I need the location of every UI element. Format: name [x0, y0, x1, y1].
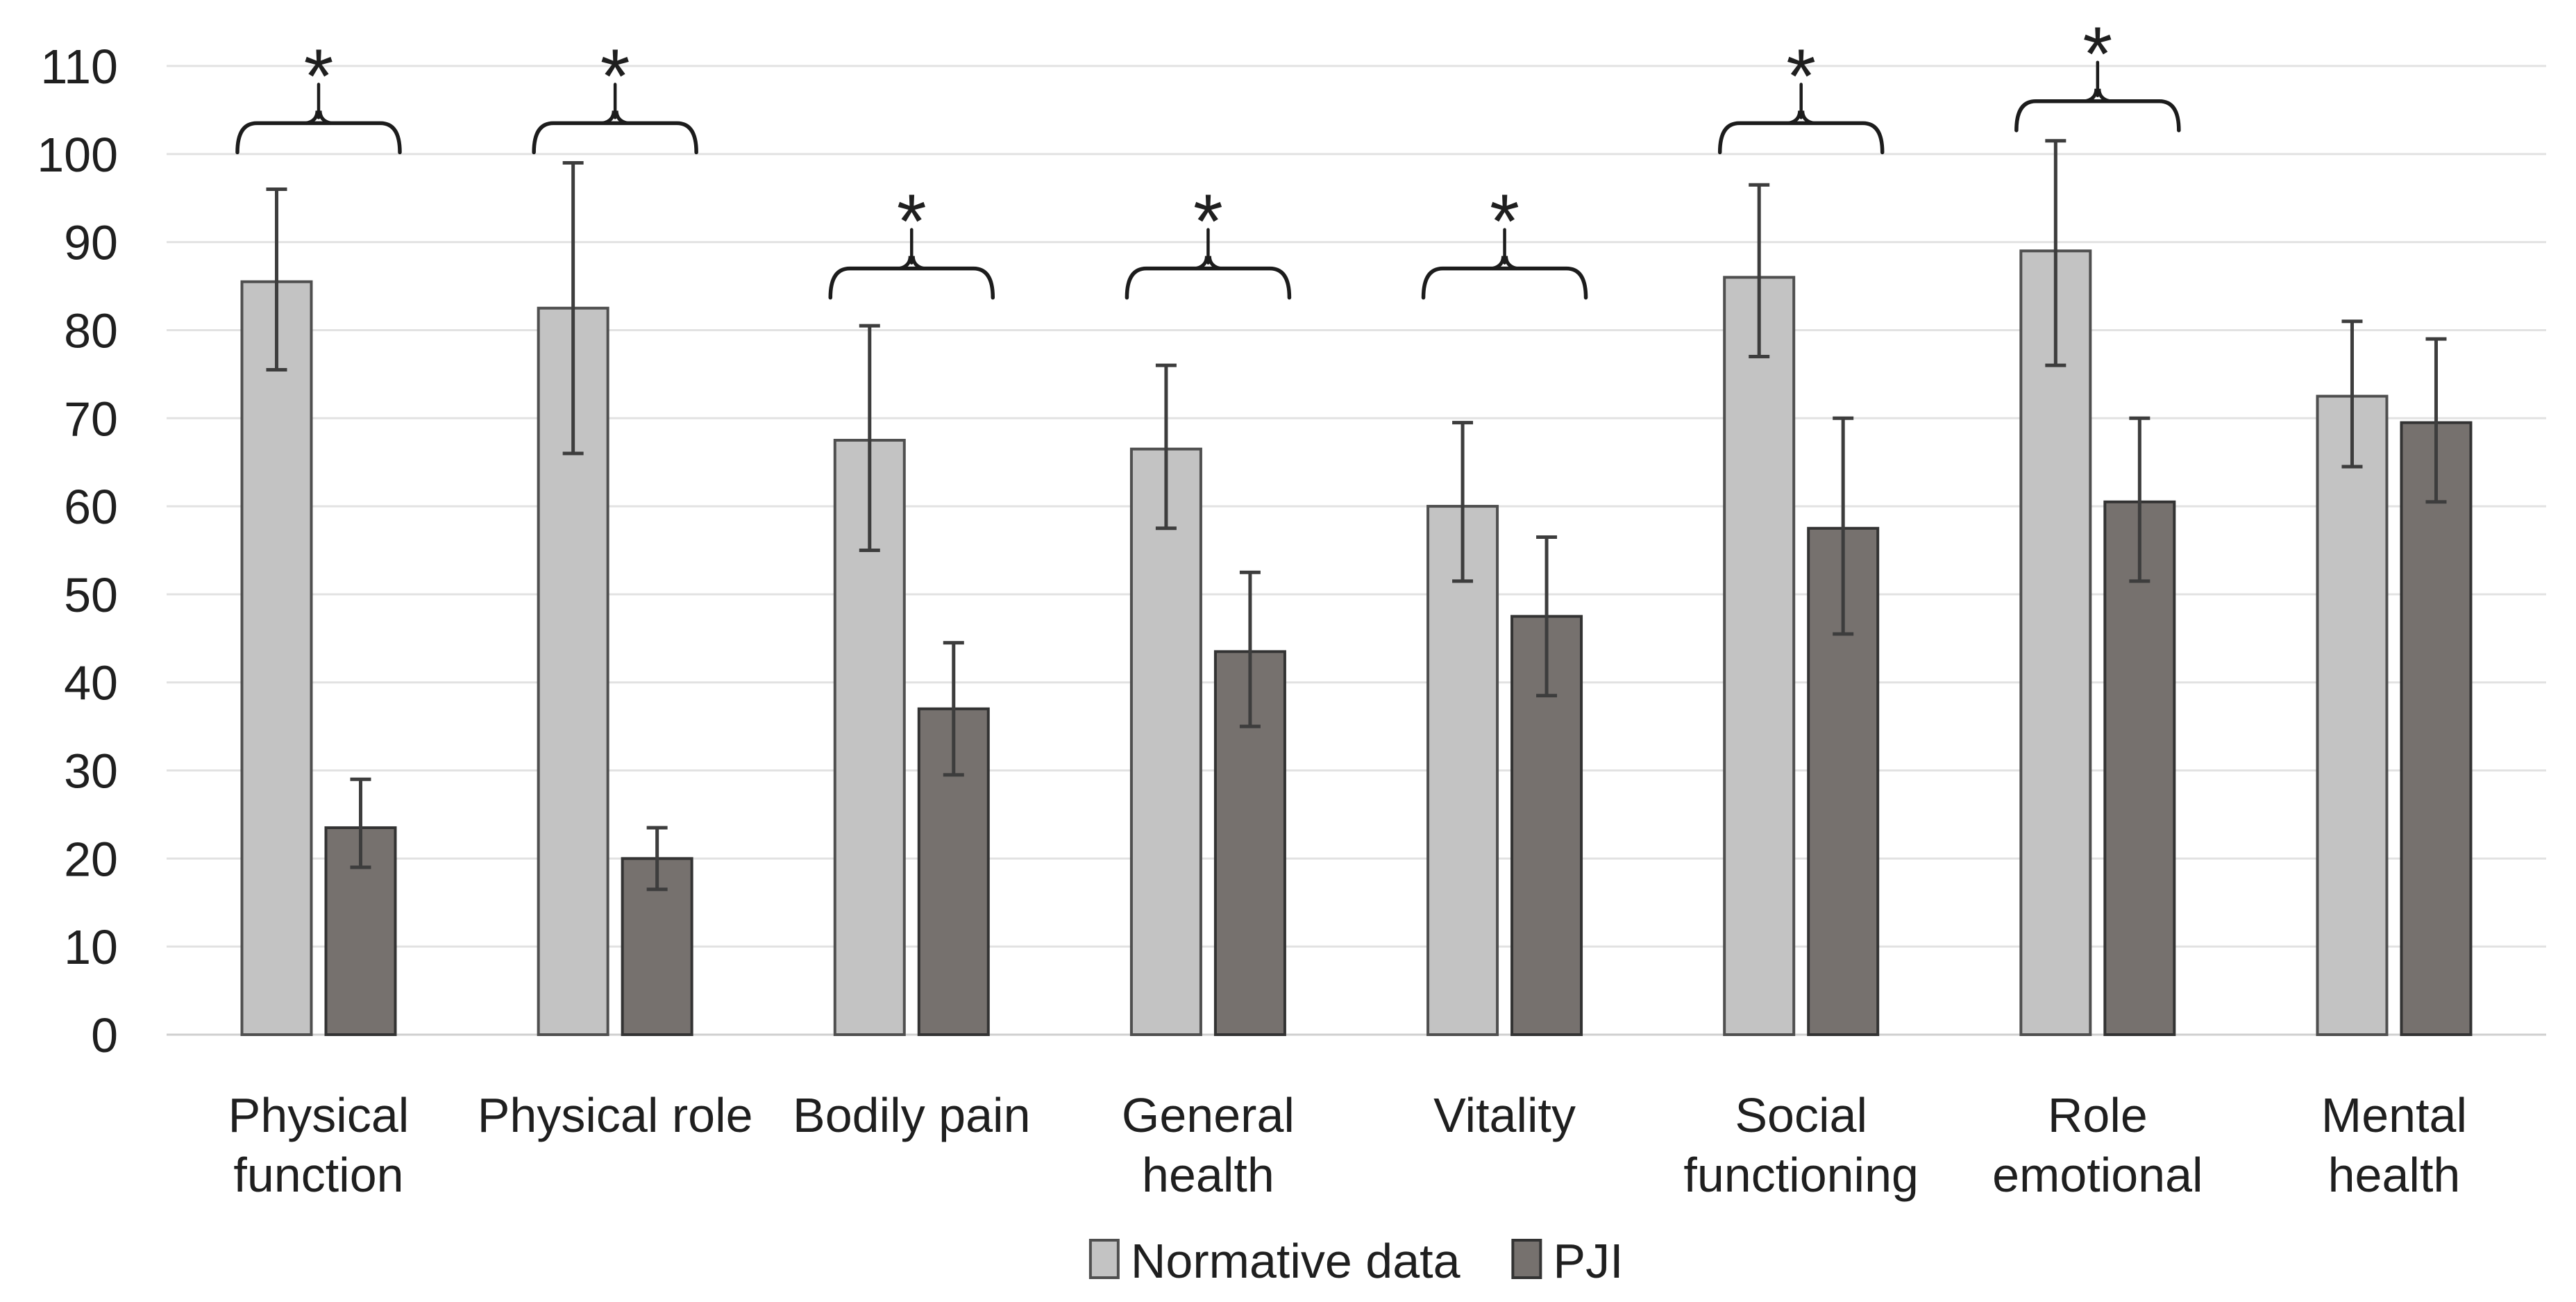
category-label: Physical role	[478, 1088, 753, 1142]
bar-pji	[2103, 500, 2176, 1036]
bar-normative	[1426, 505, 1499, 1036]
bar-normative	[1129, 447, 1202, 1036]
sig-brace	[532, 121, 698, 155]
category-label: Mental	[2321, 1088, 2467, 1142]
category-label: Role	[2048, 1088, 2148, 1142]
bar-normative	[240, 280, 313, 1036]
y-tick-label: 90	[64, 216, 118, 270]
sig-asterisk: *	[2082, 12, 2112, 97]
category-label: General	[1122, 1088, 1295, 1142]
legend-swatch-normative	[1088, 1239, 1120, 1279]
y-tick-label: 50	[64, 568, 118, 622]
sig-brace	[2014, 99, 2181, 133]
category-label: Social	[1735, 1088, 1867, 1142]
sig-brace	[828, 266, 995, 300]
sig-brace	[1421, 266, 1588, 300]
sig-asterisk: *	[1786, 33, 1816, 119]
legend-label-pji: PJI	[1553, 1234, 1623, 1288]
y-tick-label: 110	[40, 40, 118, 94]
bar-normative	[2019, 249, 2092, 1036]
y-tick-label: 70	[64, 392, 118, 446]
sig-asterisk: *	[1490, 179, 1519, 265]
category-label: emotional	[1992, 1148, 2203, 1202]
sig-brace	[235, 121, 402, 155]
category-label: health	[2328, 1148, 2461, 1202]
category-label: Vitality	[1433, 1088, 1576, 1142]
bar-normative	[2316, 394, 2389, 1036]
y-tick-label: 40	[64, 656, 118, 710]
y-tick-label: 20	[64, 832, 118, 886]
y-tick-label: 30	[64, 744, 118, 799]
category-label: function	[233, 1148, 403, 1202]
sig-asterisk: *	[600, 33, 630, 119]
category-label: Bodily pain	[793, 1088, 1030, 1142]
legend-swatch-pji	[1511, 1239, 1542, 1279]
y-tick-label: 100	[37, 128, 118, 182]
category-label: functioning	[1683, 1148, 1919, 1202]
sig-asterisk: *	[1193, 179, 1223, 265]
sig-asterisk: *	[897, 179, 927, 265]
bar-pji	[621, 857, 693, 1037]
bar-normative	[1723, 276, 1796, 1036]
y-tick-label: 10	[64, 920, 118, 974]
y-tick-label: 80	[64, 303, 118, 358]
category-label: health	[1142, 1148, 1274, 1202]
sig-brace	[1717, 121, 1885, 155]
legend-label-normative: Normative data	[1131, 1234, 1460, 1288]
sig-asterisk: *	[304, 33, 334, 119]
category-label: Physical	[228, 1088, 410, 1142]
y-tick-label: 60	[64, 480, 118, 534]
bar-pji	[2400, 421, 2473, 1036]
sig-brace	[1125, 266, 1292, 300]
y-tick-label: 0	[91, 1008, 118, 1062]
